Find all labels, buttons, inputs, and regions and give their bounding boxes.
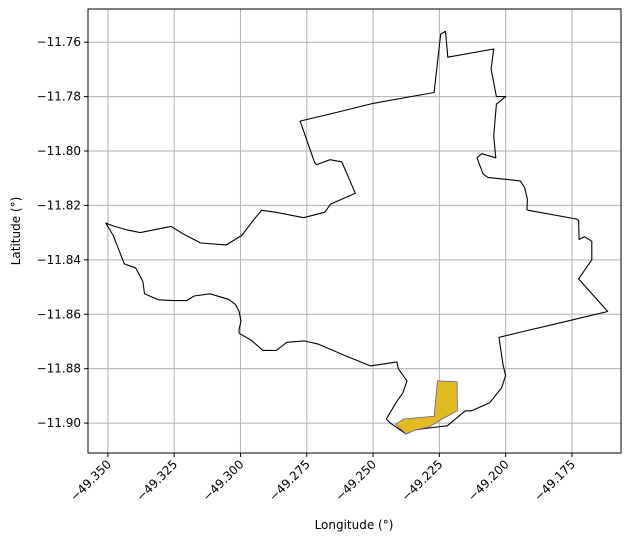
- y-tick-label: −11.78: [37, 90, 81, 104]
- y-tick-label: −11.86: [37, 307, 81, 321]
- y-axis-label: Latitude (°): [9, 197, 23, 266]
- highlighted-region: [394, 380, 458, 435]
- y-tick-label: −11.88: [37, 362, 81, 376]
- x-axis-label: Longitude (°): [315, 518, 394, 532]
- y-tick-label: −11.76: [37, 35, 81, 49]
- gridlines: [88, 9, 621, 453]
- y-tick-label: −11.82: [37, 198, 81, 212]
- y-tick-label: −11.80: [37, 144, 81, 158]
- map-shapes: [105, 30, 609, 435]
- plot-area-frame: [87, 8, 622, 454]
- y-tick-label: −11.84: [37, 253, 81, 267]
- municipality-boundary: [105, 30, 609, 435]
- y-tick-label: −11.90: [37, 416, 81, 430]
